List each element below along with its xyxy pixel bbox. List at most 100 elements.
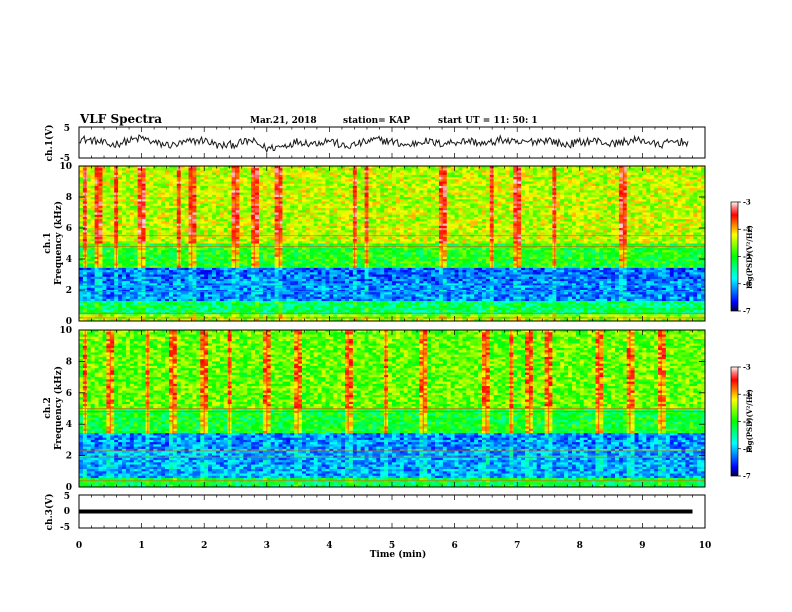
spectrogram-cell [263,261,267,264]
spectrogram-cell [282,173,286,176]
spectrogram-cell [294,308,298,311]
spectrogram-cell [341,286,345,289]
spectrogram-cell [224,270,228,273]
spectrogram-cell [337,281,341,284]
spectrogram-cell [212,224,216,227]
spectrogram-cell [110,215,114,218]
spectrogram-cell [275,261,279,264]
spectrogram-cell [302,204,306,207]
spectrogram-cell [173,239,177,242]
spectrogram-cell [263,188,267,191]
spectrogram-cell [314,301,318,304]
spectrogram-cell [224,188,228,191]
spectrogram-cell [110,188,114,191]
spectrogram-cell [228,168,232,171]
spectrogram-cell [275,168,279,171]
spectrogram-cell [286,193,290,196]
spectrogram-cell [255,199,259,202]
spectrogram-cell [282,168,286,171]
spectrogram-cell [302,246,306,249]
spectrogram-cell [142,239,146,242]
spectrogram-cell [102,208,106,211]
spectrogram-cell [91,281,95,284]
spectrogram-cell [247,261,251,264]
spectrogram-cell [255,168,259,171]
spectrogram-cell [165,286,169,289]
spectrogram-cell [87,255,91,258]
spectrogram-cell [157,215,161,218]
spectrogram-cell [329,219,333,222]
spectrogram-cell [314,266,318,269]
spectrogram-cell [259,250,263,253]
spectrogram-cell [189,286,193,289]
spectrogram-cell [333,301,337,304]
spectrogram-cell [302,215,306,218]
spectrogram-cell [325,219,329,222]
spectrogram-cell [275,286,279,289]
spectrogram-cell [314,286,318,289]
vlf-spectra-figure: VLF Spectra Mar.21, 2018 station= KAP st… [0,0,792,612]
spectrogram-cell [185,286,189,289]
spectrogram-cell [247,199,251,202]
spectrogram-cell [310,199,314,202]
spectrogram-cell [91,215,95,218]
spectrogram-cell [271,199,275,202]
spectrogram-cell [153,266,157,269]
spectrogram-cell [302,193,306,196]
spectrogram-cell [134,301,138,304]
spectrogram-cell [251,308,255,311]
spectrogram-cell [329,177,333,180]
spectrogram-cell [282,250,286,253]
spectrogram-cell [255,184,259,187]
spectrogram-cell [286,215,290,218]
spectrogram-cell [99,301,103,304]
spectrogram-cell [337,308,341,311]
spectrogram-cell [318,177,322,180]
spectrogram-cell [279,281,283,284]
spectrogram-cell [185,255,189,258]
spectrogram-cell [255,224,259,227]
spectrogram-cell [157,246,161,249]
spectrogram-cell [322,266,326,269]
spectrogram-cell [216,281,220,284]
spectrogram-cell [153,255,157,258]
spectrogram-cell [216,215,220,218]
spectrogram-cell [322,168,326,171]
spectrogram-cell [189,292,193,295]
spectrogram-cell [259,230,263,233]
spectrogram-cell [337,255,341,258]
spectrogram-cell [118,215,122,218]
spectrogram-cell [290,215,294,218]
spectrogram-cell [318,168,322,171]
spectrogram-cell [341,184,345,187]
spectrogram-cell [318,281,322,284]
spectrogram-cell [220,281,224,284]
spectrogram-cell [310,297,314,300]
spectrogram-cell [337,277,341,280]
spectrogram-cell [122,292,126,295]
spectrogram-cell [106,219,110,222]
spectrogram-cell [189,297,193,300]
spectrogram-cell [220,219,224,222]
spectrogram-cell [114,301,118,304]
spectrogram-cell [173,308,177,311]
spectrogram-cell [232,277,236,280]
spectrogram-cell [224,177,228,180]
spectrogram-cell [275,173,279,176]
spectrogram-cell [149,173,153,176]
spectrogram-cell [314,215,318,218]
spectrogram-cell [329,261,333,264]
spectrogram-cell [102,177,106,180]
spectrogram-cell [259,261,263,264]
spectrogram-cell [239,277,243,280]
spectrogram-cell [177,297,181,300]
spectrogram-cell [318,308,322,311]
spectrogram-cell [322,308,326,311]
spectrogram-cell [102,297,106,300]
spectrogram-cell [134,193,138,196]
spectrogram-cell [91,277,95,280]
spectrogram-cell [165,208,169,211]
spectrogram-cell [99,270,103,273]
spectrogram-cell [294,246,298,249]
spectrogram-cell [142,292,146,295]
